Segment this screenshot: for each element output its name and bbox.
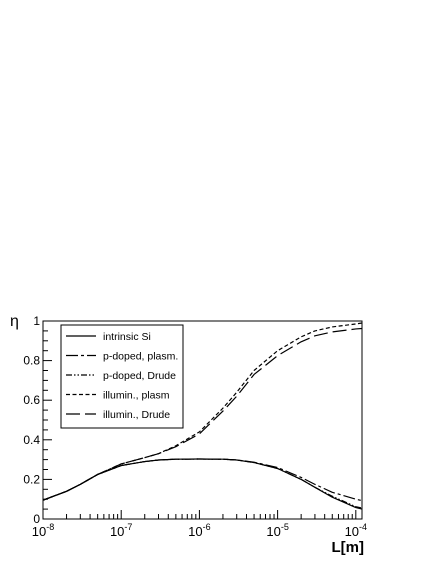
y-tick-label: 0.4 bbox=[23, 433, 40, 447]
x-axis-label: L[m] bbox=[332, 539, 365, 556]
x-tick-base: 10 bbox=[345, 524, 359, 539]
x-tick-base: 10 bbox=[32, 524, 46, 539]
legend-label-5: illumin., Drude bbox=[103, 409, 170, 421]
y-tick-label: 0.8 bbox=[23, 354, 40, 368]
x-tick-base: 10 bbox=[266, 524, 280, 539]
x-tick-exponent: -6 bbox=[203, 522, 211, 532]
x-tick-base: 10 bbox=[188, 524, 202, 539]
x-tick-label: 10-7 bbox=[110, 522, 132, 539]
legend: intrinsic Si p-doped, plasm. p-doped, Drud… bbox=[60, 324, 184, 429]
legend-label-3: p-doped, Drude bbox=[103, 370, 176, 382]
y-axis-label: η bbox=[10, 313, 19, 330]
legend-label-1: intrinsic Si bbox=[103, 331, 151, 343]
x-tick-label: 10-4 bbox=[345, 522, 367, 539]
legend-label-4: illumin., plasm bbox=[103, 390, 170, 402]
x-tick-label: 10-8 bbox=[32, 522, 54, 539]
legend-label-2: p-doped, plasm. bbox=[103, 351, 178, 363]
x-tick-base: 10 bbox=[110, 524, 124, 539]
x-tick-exponent: -4 bbox=[359, 522, 367, 532]
x-tick-exponent: -8 bbox=[46, 522, 54, 532]
x-tick-label: 10-6 bbox=[188, 522, 210, 539]
legend-box bbox=[60, 324, 184, 429]
y-tick-label: 0 bbox=[33, 512, 40, 526]
x-tick-label: 10-5 bbox=[266, 522, 288, 539]
x-tick-exponent: -5 bbox=[281, 522, 289, 532]
y-tick-label: 0.2 bbox=[23, 472, 40, 486]
series-line-5 bbox=[42, 327, 363, 501]
x-tick-exponent: -7 bbox=[124, 522, 132, 532]
series-layer bbox=[42, 322, 363, 510]
series-line-2 bbox=[42, 458, 363, 502]
y-tick-label: 1 bbox=[33, 314, 40, 328]
axis-ticks: 10-8 10-7 10-6 10-5 10-400.20.40.60.81 bbox=[23, 314, 367, 539]
y-tick-label: 0.6 bbox=[23, 393, 40, 407]
